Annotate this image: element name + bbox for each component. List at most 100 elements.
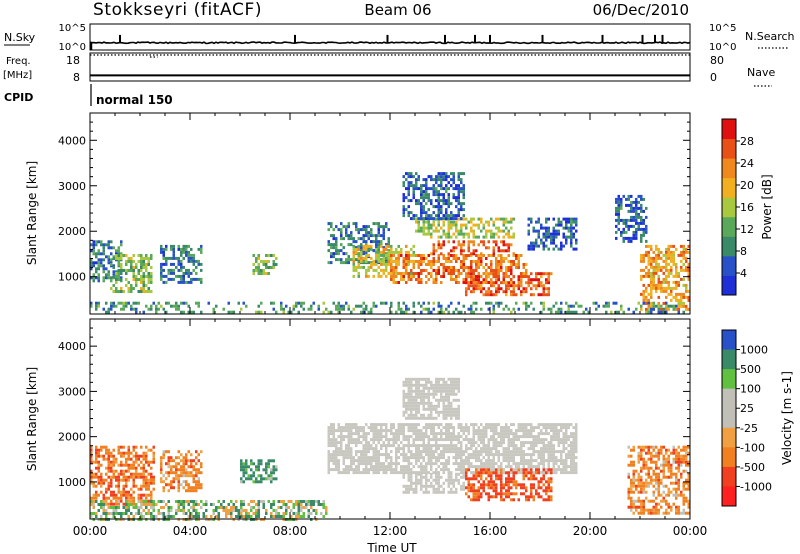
power-cell: [472, 278, 475, 281]
velocity-cell: [495, 447, 498, 451]
velocity-cell: [520, 468, 523, 472]
power-cell: [477, 284, 480, 288]
velocity-cell: [375, 423, 378, 427]
velocity-cell: [435, 438, 438, 442]
power-cell: [445, 266, 448, 269]
power-cell: [452, 187, 455, 191]
power-cell: [467, 249, 470, 253]
power-cell: [647, 307, 650, 311]
power-cell: [445, 178, 448, 182]
power-cell: [477, 263, 480, 266]
power-cell: [175, 256, 178, 260]
velocity-cell: [405, 383, 408, 387]
power-cell: [427, 310, 430, 314]
velocity-cell: [457, 447, 460, 451]
velocity-cell: [467, 453, 470, 457]
power-cell: [187, 253, 190, 257]
velocity-cell: [400, 426, 403, 430]
power-cell: [117, 290, 120, 293]
velocity-cell: [245, 465, 248, 469]
power-cell: [190, 271, 193, 275]
power-cell: [90, 258, 93, 262]
nave-tick-top: 80: [710, 54, 724, 67]
power-cell: [257, 272, 260, 275]
power-cell: [395, 260, 398, 263]
velocity-cell: [505, 471, 508, 475]
power-cell: [652, 259, 655, 263]
power-cell: [495, 272, 498, 275]
velocity-cell: [492, 483, 495, 487]
power-cell: [532, 244, 535, 248]
velocity-cell: [390, 423, 393, 427]
velocity-cell: [367, 459, 370, 463]
velocity-cell: [412, 487, 415, 491]
velocity-cell: [450, 450, 453, 454]
velocity-cell: [142, 484, 145, 488]
velocity-cell: [425, 481, 428, 485]
power-cell: [625, 197, 628, 201]
velocity-cell: [515, 465, 518, 469]
power-cell: [412, 184, 415, 188]
power-cell: [517, 263, 520, 266]
velocity-cell: [550, 480, 553, 484]
velocity-cell: [447, 435, 450, 439]
power-cell: [337, 228, 340, 232]
power-cell: [170, 247, 173, 251]
power-cell: [117, 260, 120, 263]
power-cell: [102, 279, 105, 283]
velocity-cell: [457, 383, 460, 387]
velocity-cell: [352, 459, 355, 463]
velocity-cell: [447, 450, 450, 454]
velocity-cell: [512, 459, 515, 463]
velocity-cell: [390, 426, 393, 430]
velocity-cell: [632, 490, 635, 494]
velocity-cell: [392, 426, 395, 430]
velocity-cell: [347, 438, 350, 442]
power-cell: [332, 228, 335, 232]
power-cell: [687, 289, 690, 293]
velocity-cell: [487, 483, 490, 487]
velocity-cell: [95, 451, 98, 455]
velocity-cell: [507, 477, 510, 481]
power-cell: [540, 241, 543, 245]
power-cell: [667, 253, 670, 257]
power-cell: [512, 235, 515, 239]
power-cell: [455, 278, 458, 281]
power-cell: [530, 244, 533, 248]
power-cell: [345, 301, 348, 305]
power-cell: [670, 244, 673, 248]
power-cell: [520, 293, 523, 297]
velocity-cell: [567, 444, 570, 448]
velocity-cell: [532, 447, 535, 451]
power-cell: [557, 310, 560, 314]
power-cell: [105, 267, 108, 271]
power-scatter: [90, 172, 690, 314]
velocity-cell: [450, 447, 453, 451]
velocity-cell: [422, 438, 425, 442]
velocity-cell: [445, 447, 448, 451]
power-cell: [432, 205, 435, 209]
power-cell: [655, 247, 658, 251]
velocity-cell: [447, 401, 450, 405]
velocity-cell: [170, 480, 173, 484]
power-cell: [380, 250, 383, 254]
power-cell: [107, 310, 110, 314]
velocity-cell: [510, 465, 513, 469]
power-cell: [407, 175, 410, 179]
velocity-cell: [630, 490, 633, 494]
power-cell: [170, 271, 173, 275]
velocity-cell: [412, 453, 415, 457]
velocity-cell: [425, 429, 428, 433]
velocity-cell: [160, 456, 163, 460]
power-cell: [457, 275, 460, 278]
power-cell: [650, 274, 653, 278]
velocity-cell: [432, 395, 435, 399]
power-cell: [422, 260, 425, 263]
power-cell: [550, 307, 553, 311]
velocity-cell: [472, 456, 475, 460]
power-cell: [487, 287, 490, 291]
velocity-cell: [530, 447, 533, 451]
power-cell: [147, 272, 150, 275]
velocity-cell: [512, 450, 515, 454]
